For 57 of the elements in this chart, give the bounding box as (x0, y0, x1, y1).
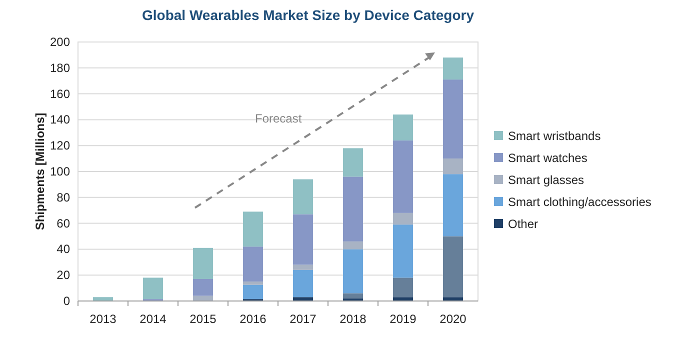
bar (393, 212, 413, 225)
bar (143, 278, 163, 300)
annotation: Forecast (255, 111, 302, 126)
chart-title: Global Wearables Market Size by Device Category (142, 7, 474, 23)
bar (243, 282, 263, 285)
bar (243, 212, 263, 247)
bar (343, 249, 363, 294)
x-tick-label: 2013 (90, 312, 117, 326)
x-tick-label: 2020 (440, 312, 467, 326)
x-tick-label: 2019 (390, 312, 417, 326)
bar (293, 214, 313, 265)
bar (343, 176, 363, 242)
x-tick-label: 2016 (240, 312, 267, 326)
bar (393, 114, 413, 140)
legend-label: Smart clothing/accessories (508, 195, 652, 209)
x-tick-label: 2014 (140, 312, 167, 326)
legend-label: Other (508, 217, 538, 231)
bar (293, 179, 313, 214)
y-tick-label: 40 (56, 242, 70, 256)
bar (193, 278, 213, 296)
y-tick-label: 160 (50, 86, 70, 101)
bar (393, 297, 413, 301)
bar (443, 80, 463, 159)
bar (443, 297, 463, 301)
bar (243, 284, 263, 300)
bar (193, 248, 213, 279)
bar (393, 224, 413, 278)
bar (443, 158, 463, 174)
legend-label: Smart wristbands (508, 129, 601, 143)
bar (343, 241, 363, 250)
y-tick-label: 80 (56, 190, 70, 204)
y-tick-label: 60 (56, 216, 70, 230)
bar (243, 246, 263, 282)
y-tick-label: 200 (50, 35, 70, 49)
y-tick-label: 20 (56, 268, 70, 282)
y-tick-label: 140 (50, 112, 70, 127)
x-tick-label: 2015 (190, 312, 217, 326)
bar (293, 264, 313, 270)
y-tick-label: 120 (50, 138, 70, 153)
x-tick-label: 2018 (340, 312, 367, 326)
bar (393, 278, 413, 298)
bar (343, 293, 363, 298)
legend-label: Smart watches (508, 151, 588, 165)
bar (293, 270, 313, 298)
bar (443, 174, 463, 236)
bar (443, 58, 463, 80)
bar (393, 140, 413, 213)
bar (443, 236, 463, 298)
y-tick-label: 100 (50, 164, 70, 178)
bar (93, 297, 113, 301)
y-tick-label: 0 (63, 294, 70, 308)
legend-label: Smart glasses (508, 173, 584, 187)
bar (343, 148, 363, 177)
y-tick-label: 180 (50, 60, 70, 75)
bar (293, 297, 313, 301)
x-tick-label: 2017 (290, 312, 317, 326)
y-axis-title: Shipments [Millions] (33, 112, 47, 230)
